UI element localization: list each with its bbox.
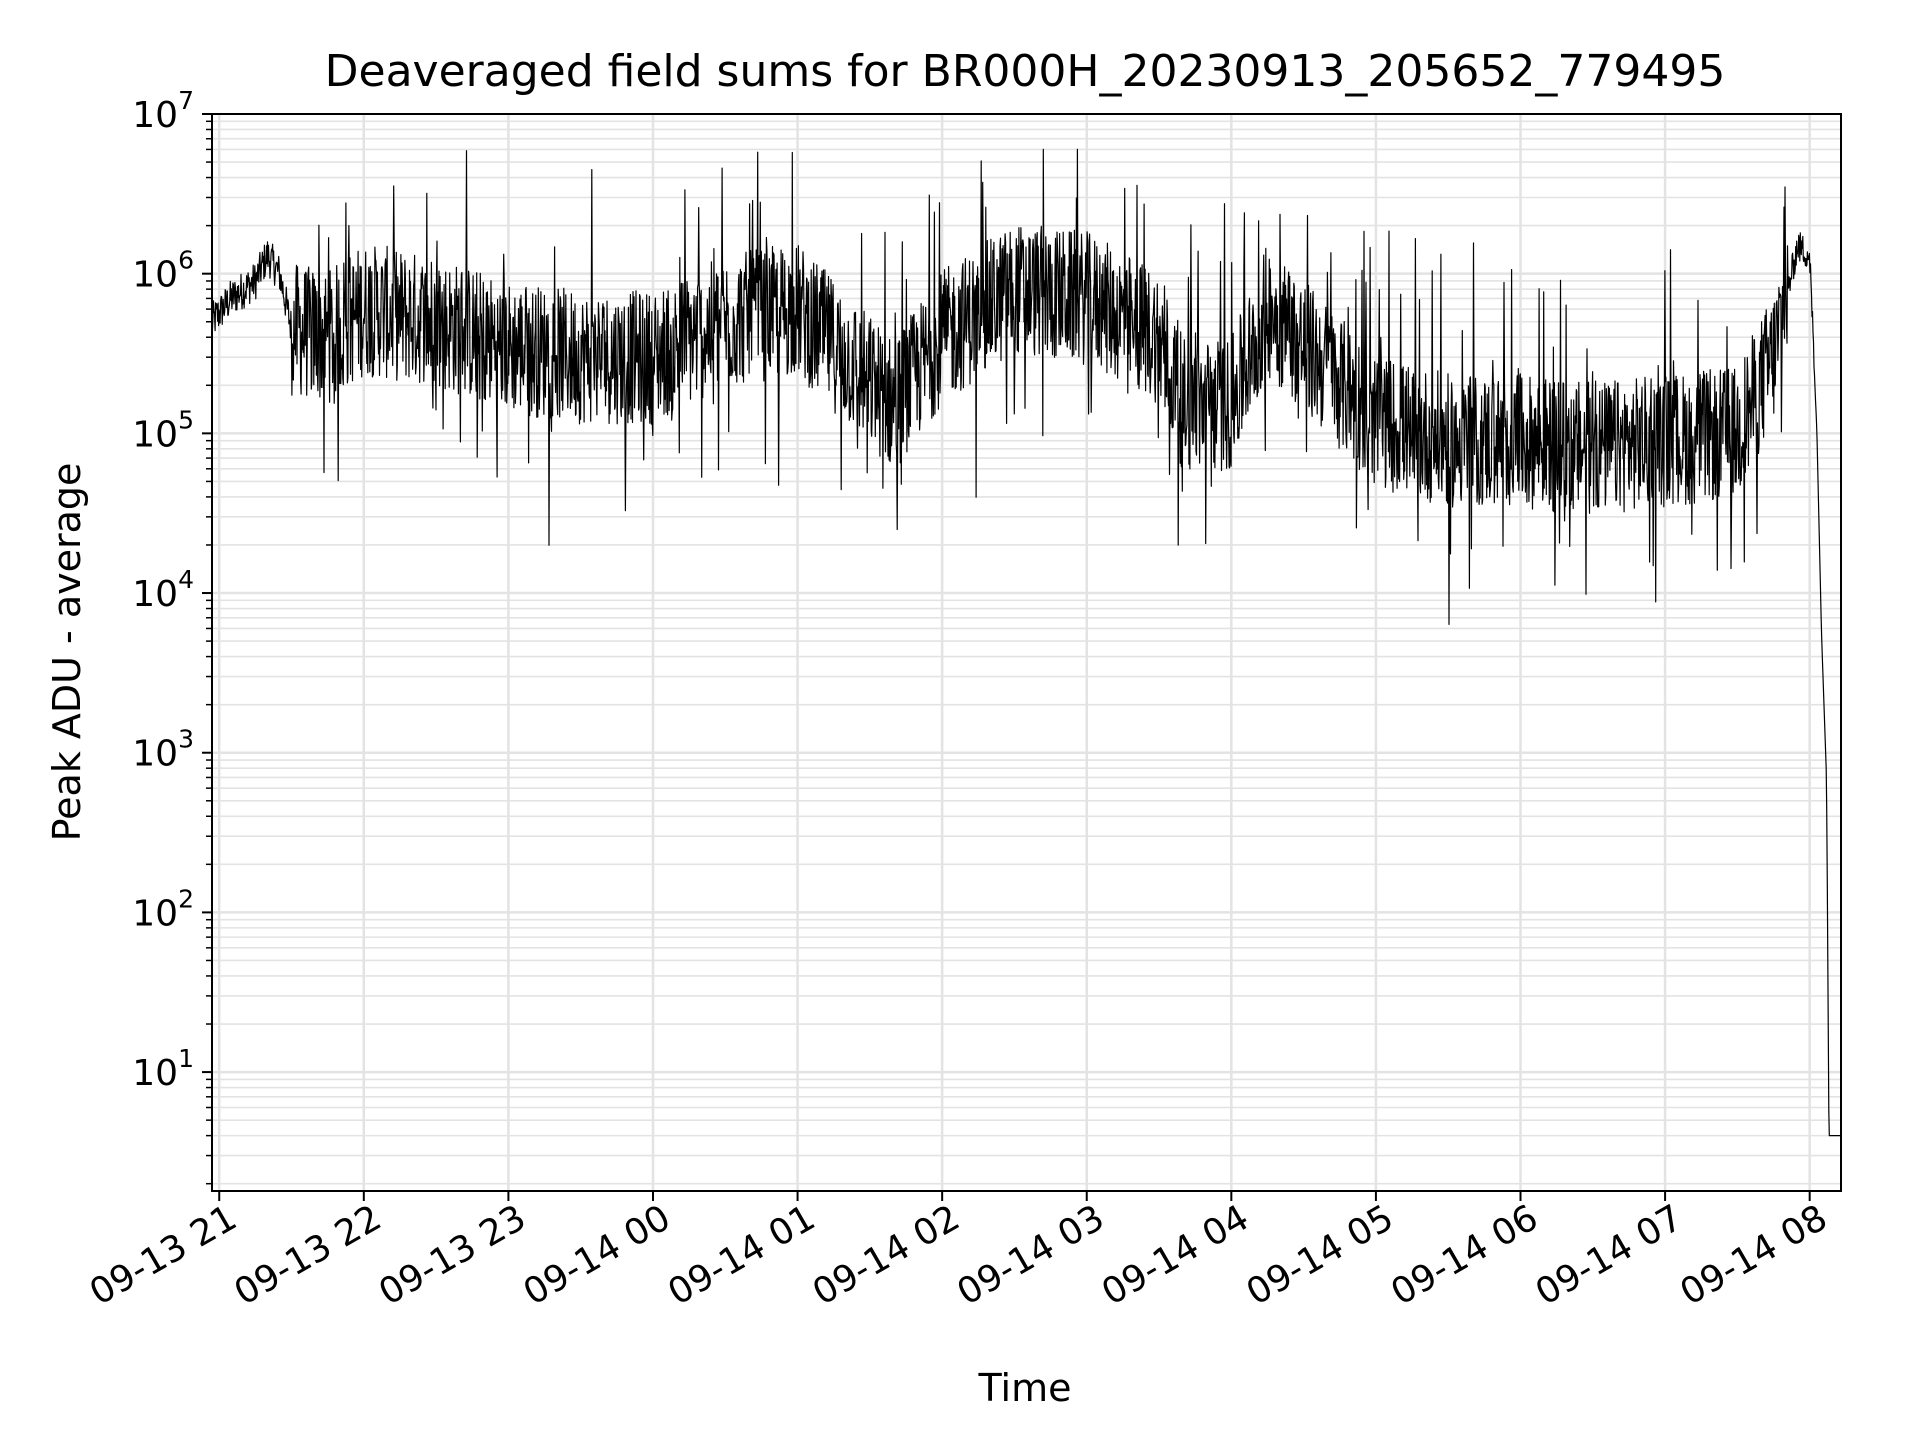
y-axis-label: Peak ADU - average <box>45 463 89 842</box>
series-line <box>211 148 1842 1137</box>
major-grid <box>217 114 1811 1191</box>
chart-title: Deaveraged field sums for BR000H_2023091… <box>325 46 1726 97</box>
plot-frame <box>211 113 1842 1192</box>
y-tick-label: 104 <box>132 565 194 615</box>
minor-grid <box>206 120 1841 1185</box>
y-axis-ticks: 101 102 103 104 105 106 107 <box>132 86 212 1094</box>
y-tick-label: 103 <box>132 725 194 775</box>
y-tick-label: 101 <box>132 1044 194 1094</box>
y-tick-label: 106 <box>132 246 194 296</box>
y-tick-label: 105 <box>132 405 194 455</box>
y-tick-label: 102 <box>132 884 194 934</box>
series-group <box>211 148 1842 1137</box>
y-tick-label: 107 <box>132 86 194 136</box>
x-axis-label: Time <box>978 1366 1072 1410</box>
